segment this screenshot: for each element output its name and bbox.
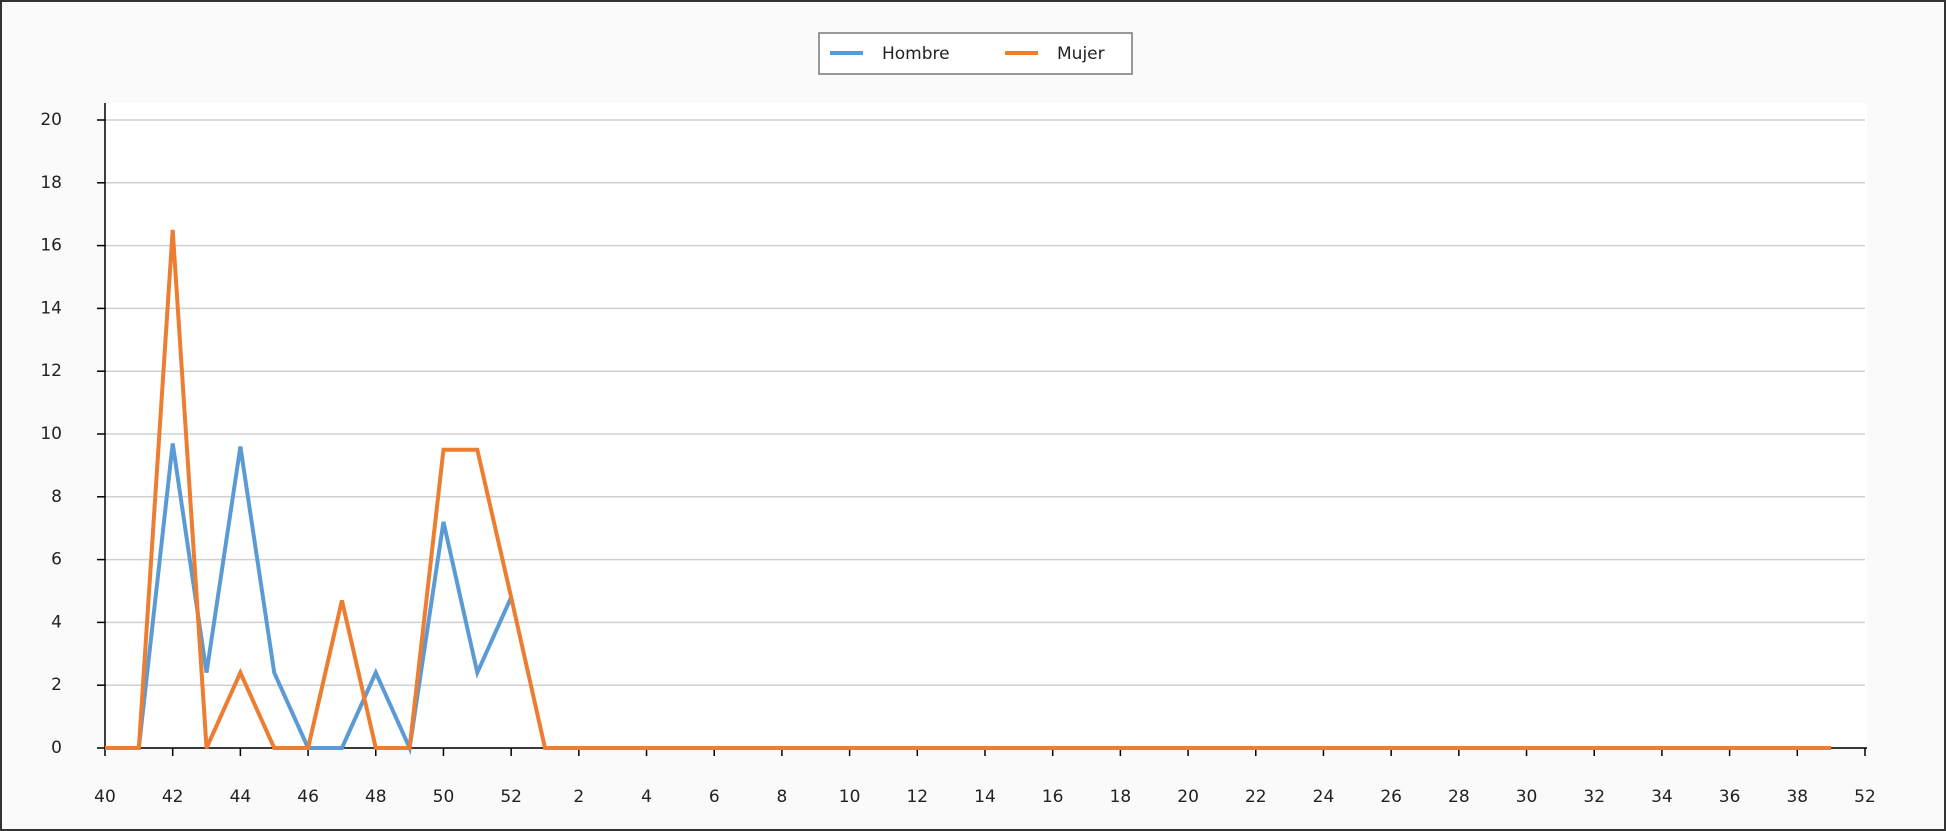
x-tick-label: 34: [1651, 787, 1673, 807]
x-tick-label: 6: [709, 787, 720, 807]
x-tick-label: 26: [1380, 787, 1402, 807]
x-tick-label: 2: [573, 787, 584, 807]
y-tick-label: 6: [51, 550, 62, 570]
x-tick-label: 32: [1583, 787, 1605, 807]
x-tick-label: 4: [641, 787, 652, 807]
y-tick-label: 20: [40, 110, 62, 130]
x-tick-label: 10: [839, 787, 861, 807]
x-tick-label: 14: [974, 787, 996, 807]
y-tick-label: 8: [51, 487, 62, 507]
x-tick-label: 50: [433, 787, 455, 807]
x-tick-label: 40: [94, 787, 116, 807]
y-tick-label: 16: [40, 236, 62, 256]
x-tick-label: 20: [1177, 787, 1199, 807]
x-tick-label: 24: [1313, 787, 1335, 807]
legend-label: Hombre: [882, 44, 950, 64]
y-tick-label: 18: [40, 173, 62, 193]
x-tick-label: 48: [365, 787, 387, 807]
x-tick-label: 28: [1448, 787, 1470, 807]
x-tick-label: 22: [1245, 787, 1267, 807]
series-line: [105, 229, 1832, 750]
y-tick-label: 2: [51, 675, 62, 695]
x-tick-label: 8: [777, 787, 788, 807]
x-tick-label: 36: [1719, 787, 1741, 807]
x-tick-label: 12: [906, 787, 928, 807]
y-tick-label: 12: [40, 361, 62, 381]
legend-label: Mujer: [1057, 44, 1105, 64]
x-tick-label: 52: [1854, 787, 1876, 807]
y-tick-label: 4: [51, 612, 62, 632]
x-tick-label: 16: [1042, 787, 1064, 807]
x-tick-label: 30: [1516, 787, 1538, 807]
x-tick-label: 46: [297, 787, 319, 807]
x-tick-label: 18: [1110, 787, 1132, 807]
x-tick-label: 52: [500, 787, 522, 807]
x-tick-label: 42: [162, 787, 184, 807]
y-tick-label: 14: [40, 298, 62, 318]
y-tick-label: 0: [51, 738, 62, 758]
plot-area: [105, 103, 1867, 748]
y-tick-label: 10: [40, 424, 62, 444]
x-tick-label: 44: [230, 787, 252, 807]
legend: [818, 32, 1133, 75]
x-tick-label: 38: [1786, 787, 1808, 807]
